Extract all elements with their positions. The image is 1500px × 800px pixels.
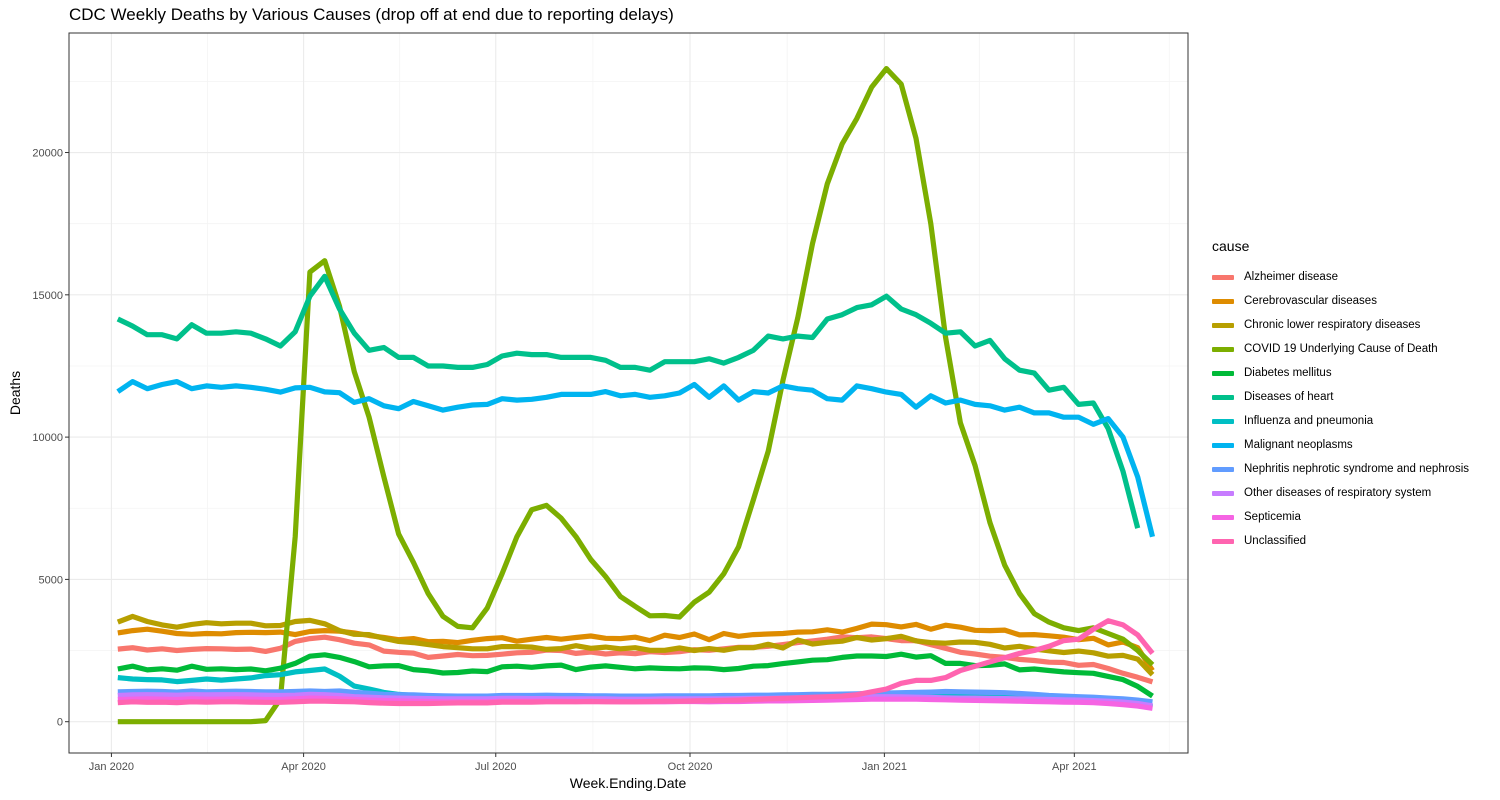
y-axis-title: Deaths: [7, 371, 23, 415]
legend-swatch: [1212, 466, 1234, 472]
legend: cause Alzheimer disease Cerebrovascular d…: [1212, 238, 1469, 553]
legend-item-other-diseases-of-respiratory-system: Other diseases of respiratory system: [1212, 481, 1469, 505]
legend-item-alzheimer-disease: Alzheimer disease: [1212, 265, 1469, 289]
series-line-chronic-lower-respiratory-diseases: [116, 613, 1155, 677]
legend-label: Other diseases of respiratory system: [1244, 487, 1432, 499]
series-line-unclassified: [117, 618, 1155, 707]
legend-title: cause: [1212, 238, 1250, 254]
series-line-cerebrovascular-diseases: [117, 621, 1155, 672]
legend-label: Cerebrovascular diseases: [1244, 295, 1377, 307]
series-line-nephritis-nephrotic-syndrome-and-nephrosis: [117, 688, 1153, 705]
legend-label: Diabetes mellitus: [1244, 367, 1332, 379]
x-tick-label: Oct 2020: [668, 761, 713, 773]
legend-swatch: [1212, 394, 1234, 400]
legend-item-diseases-of-heart: Diseases of heart: [1212, 385, 1469, 409]
legend-item-malignant-neoplasms: Malignant neoplasms: [1212, 433, 1469, 457]
legend-items: Alzheimer disease Cerebrovascular disease…: [1212, 265, 1469, 553]
legend-label: Unclassified: [1244, 535, 1306, 547]
y-tick-label: 10000: [32, 432, 63, 444]
legend-swatch: [1212, 322, 1234, 328]
panel-border: [68, 32, 1189, 754]
legend-swatch: [1212, 490, 1234, 496]
legend-item-influenza-and-pneumonia: Influenza and pneumonia: [1212, 409, 1469, 433]
x-tick-label: Apr 2021: [1052, 761, 1097, 773]
x-tick-label: Jul 2020: [475, 761, 517, 773]
y-axis: 0 5000 10000 15000 20000: [32, 148, 69, 729]
x-axis-title: Week.Ending.Date: [570, 775, 687, 791]
y-tick-label: 0: [57, 717, 63, 729]
legend-swatch: [1212, 514, 1234, 520]
legend-label: Nephritis nephrotic syndrome and nephros…: [1244, 463, 1470, 475]
legend-label: Diseases of heart: [1244, 391, 1334, 403]
series-line-alzheimer-disease: [117, 634, 1154, 685]
legend-item-diabetes-mellitus: Diabetes mellitus: [1212, 361, 1469, 385]
x-tick-label: Jan 2021: [862, 761, 907, 773]
legend-swatch: [1212, 370, 1234, 376]
series-line-malignant-neoplasms: [116, 379, 1156, 538]
legend-item-nephritis-nephrotic-syndrome-and-nephrosis: Nephritis nephrotic syndrome and nephros…: [1212, 457, 1469, 481]
legend-item-septicemia: Septicemia: [1212, 505, 1469, 529]
x-tick-label: Apr 2020: [281, 761, 326, 773]
legend-item-covid-19-underlying-cause-of-death: COVID 19 Underlying Cause of Death: [1212, 337, 1469, 361]
chart-title: CDC Weekly Deaths by Various Causes (dro…: [69, 5, 674, 24]
legend-item-cerebrovascular-diseases: Cerebrovascular diseases: [1212, 289, 1469, 313]
legend-label: Influenza and pneumonia: [1244, 415, 1374, 427]
legend-label: COVID 19 Underlying Cause of Death: [1244, 343, 1438, 355]
legend-label: Alzheimer disease: [1244, 271, 1338, 283]
legend-item-chronic-lower-respiratory-diseases: Chronic lower respiratory diseases: [1212, 313, 1469, 337]
x-axis: Jan 2020 Apr 2020 Jul 2020 Oct 2020 Jan 2021…: [89, 753, 1097, 773]
y-tick-label: 5000: [39, 574, 63, 586]
series-line-diseases-of-heart: [116, 273, 1141, 529]
legend-swatch: [1212, 418, 1234, 424]
legend-swatch: [1212, 346, 1234, 352]
legend-label: Chronic lower respiratory diseases: [1244, 319, 1421, 331]
legend-item-unclassified: Unclassified: [1212, 529, 1469, 553]
legend-label: Malignant neoplasms: [1244, 439, 1353, 451]
series-lines: [116, 66, 1156, 725]
legend-swatch: [1212, 538, 1234, 544]
legend-swatch: [1212, 442, 1234, 448]
series-line-covid-19-underlying-cause-of-death: [117, 66, 1155, 725]
legend-swatch: [1212, 298, 1234, 304]
y-tick-label: 15000: [32, 290, 63, 302]
legend-swatch: [1212, 274, 1234, 280]
x-tick-label: Jan 2020: [89, 761, 134, 773]
y-tick-label: 20000: [32, 148, 63, 160]
legend-label: Septicemia: [1244, 511, 1301, 523]
